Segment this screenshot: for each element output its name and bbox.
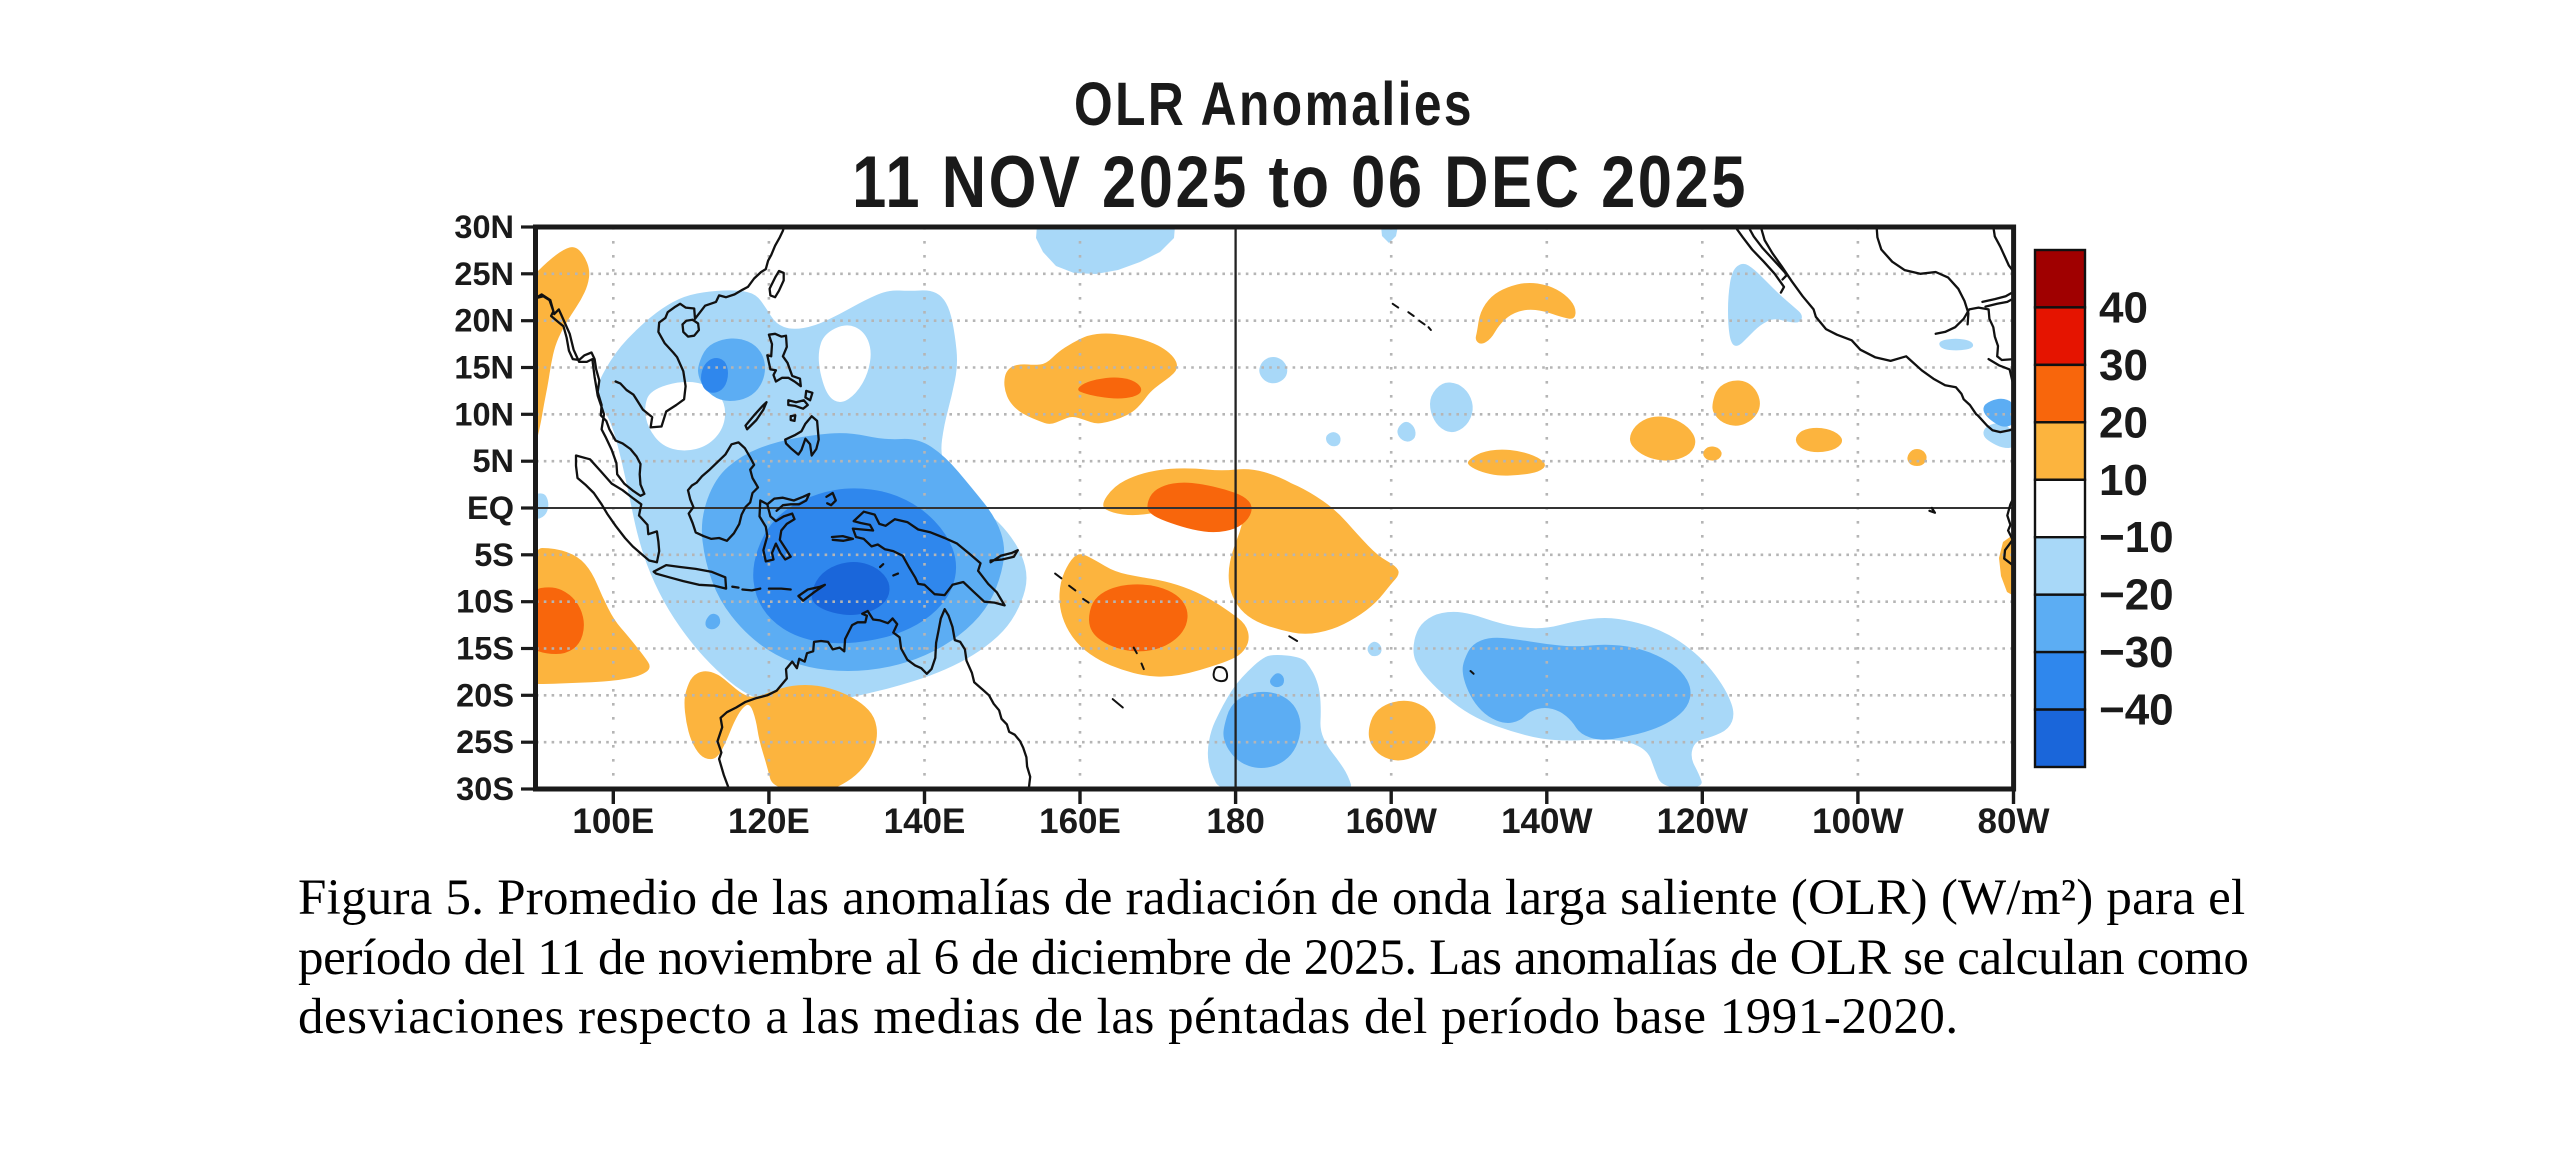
svg-text:140E: 140E: [884, 802, 966, 841]
svg-text:−30: −30: [2099, 628, 2174, 677]
svg-text:160W: 160W: [1345, 802, 1436, 841]
svg-text:−10: −10: [2099, 513, 2174, 562]
svg-text:25N: 25N: [454, 256, 514, 292]
svg-text:100E: 100E: [572, 802, 654, 841]
svg-text:20: 20: [2099, 398, 2148, 447]
svg-text:180: 180: [1206, 802, 1264, 841]
svg-text:40: 40: [2099, 283, 2148, 332]
svg-text:15N: 15N: [454, 350, 514, 386]
svg-text:10N: 10N: [454, 396, 514, 432]
svg-text:5N: 5N: [472, 443, 514, 479]
svg-text:80W: 80W: [1978, 802, 2050, 841]
svg-text:160E: 160E: [1039, 802, 1121, 841]
svg-text:15S: 15S: [456, 631, 514, 667]
svg-text:120W: 120W: [1657, 802, 1748, 841]
svg-text:11 NOV 2025 to 06 DEC 2025: 11 NOV 2025 to 06 DEC 2025: [852, 142, 1748, 223]
svg-text:EQ: EQ: [467, 490, 514, 526]
svg-text:20S: 20S: [456, 677, 514, 713]
svg-text:25S: 25S: [456, 724, 514, 760]
svg-text:−20: −20: [2099, 571, 2174, 620]
svg-text:OLR Anomalies: OLR Anomalies: [1074, 70, 1474, 138]
svg-text:−40: −40: [2099, 686, 2174, 735]
svg-text:10: 10: [2099, 456, 2148, 505]
svg-text:20N: 20N: [454, 303, 514, 339]
svg-text:100W: 100W: [1812, 802, 1903, 841]
svg-text:140W: 140W: [1501, 802, 1592, 841]
svg-text:30: 30: [2099, 341, 2148, 390]
svg-text:120E: 120E: [728, 802, 810, 841]
svg-text:30S: 30S: [456, 771, 514, 807]
svg-text:5S: 5S: [474, 537, 514, 573]
svg-text:30N: 30N: [454, 209, 514, 245]
svg-text:10S: 10S: [456, 584, 514, 620]
